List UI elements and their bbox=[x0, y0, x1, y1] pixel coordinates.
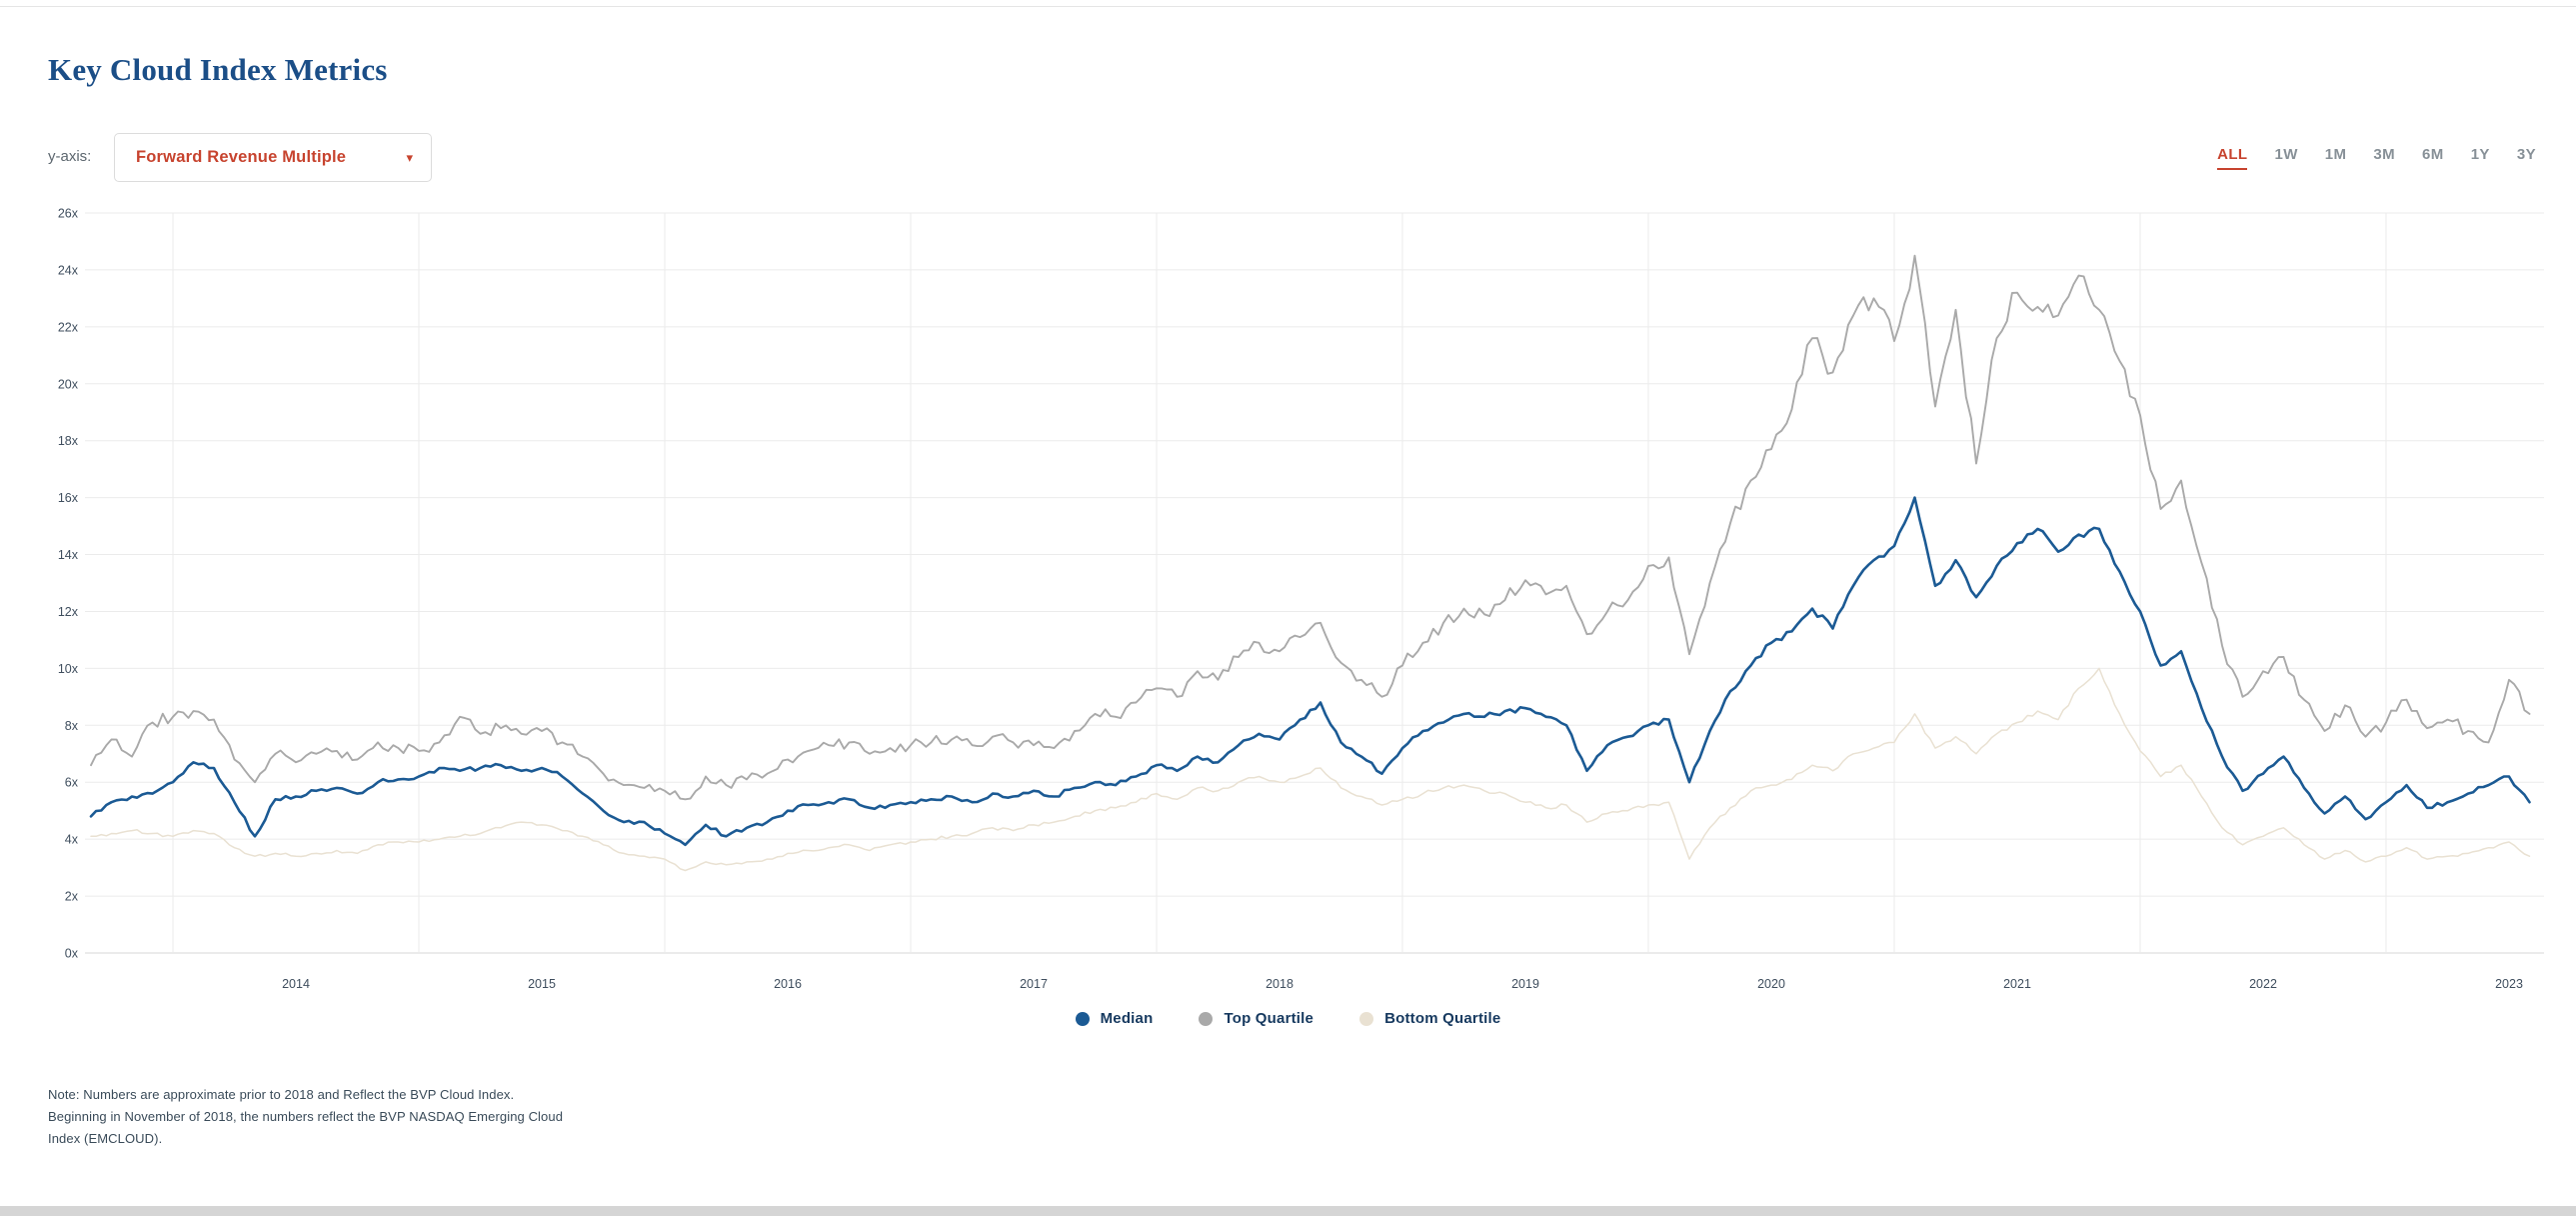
time-range-6M[interactable]: 6M bbox=[2422, 146, 2444, 163]
y-axis-tick: 10x bbox=[58, 662, 79, 676]
legend-label: Bottom Quartile bbox=[1384, 1010, 1501, 1027]
x-axis-tick: 2020 bbox=[1757, 977, 1785, 991]
x-axis-tick: 2016 bbox=[774, 977, 802, 991]
legend-item-bottom-quartile[interactable]: Bottom Quartile bbox=[1359, 1010, 1500, 1027]
y-axis-tick: 22x bbox=[58, 320, 79, 334]
chart-controls: y-axis: Forward Revenue Multiple ▾ ALL 1W… bbox=[48, 133, 2536, 182]
footnote-line: Index (EMCLOUD). bbox=[48, 1131, 163, 1146]
y-axis-tick: 26x bbox=[58, 207, 79, 221]
x-axis-tick: 2018 bbox=[1266, 977, 1293, 991]
footnote: Note: Numbers are approximate prior to 2… bbox=[48, 1084, 563, 1150]
bottom-divider bbox=[0, 1206, 2576, 1216]
time-range-3M[interactable]: 3M bbox=[2373, 146, 2396, 163]
y-axis-tick: 0x bbox=[65, 947, 79, 961]
chart-legend: Median Top Quartile Bottom Quartile bbox=[0, 1010, 2576, 1027]
y-axis-tick: 18x bbox=[58, 434, 79, 448]
x-axis-tick: 2017 bbox=[1020, 977, 1048, 991]
y-axis-tick: 6x bbox=[65, 776, 79, 790]
x-axis-tick: 2021 bbox=[2003, 977, 2031, 991]
legend-item-top-quartile[interactable]: Top Quartile bbox=[1199, 1010, 1313, 1027]
y-axis-tick: 20x bbox=[58, 377, 79, 391]
y-axis-metric-dropdown[interactable]: Forward Revenue Multiple ▾ bbox=[114, 133, 432, 182]
time-range-1Y[interactable]: 1Y bbox=[2470, 146, 2490, 163]
footnote-line: Note: Numbers are approximate prior to 2… bbox=[48, 1087, 515, 1102]
y-axis-tick: 12x bbox=[58, 605, 79, 619]
y-axis-tick: 24x bbox=[58, 263, 79, 277]
time-range-1W[interactable]: 1W bbox=[2274, 146, 2298, 163]
time-range-1M[interactable]: 1M bbox=[2324, 146, 2347, 163]
x-axis-tick: 2022 bbox=[2249, 977, 2277, 991]
footnote-line: Beginning in November of 2018, the numbe… bbox=[48, 1109, 564, 1124]
y-axis-tick: 8x bbox=[65, 719, 79, 733]
legend-label: Median bbox=[1100, 1010, 1154, 1027]
y-axis-tick: 14x bbox=[58, 548, 79, 562]
y-axis-label: y-axis: bbox=[48, 148, 92, 165]
legend-label: Top Quartile bbox=[1224, 1010, 1314, 1027]
time-range-selector: ALL 1W 1M 3M 6M 1Y 3Y bbox=[2217, 146, 2536, 170]
legend-dot bbox=[1359, 1011, 1374, 1026]
x-axis-tick: 2019 bbox=[1511, 977, 1539, 991]
x-axis-tick: 2015 bbox=[528, 977, 556, 991]
x-axis-tick: 2023 bbox=[2495, 977, 2523, 991]
y-axis-metric-value: Forward Revenue Multiple bbox=[136, 148, 347, 166]
y-axis-tick: 2x bbox=[65, 890, 79, 904]
legend-dot bbox=[1075, 1011, 1090, 1026]
series-line-median bbox=[89, 496, 2531, 847]
series-line-bottom-quartile bbox=[90, 667, 2531, 872]
x-axis-tick: 2014 bbox=[282, 977, 310, 991]
y-axis-tick: 4x bbox=[65, 833, 79, 847]
time-range-3Y[interactable]: 3Y bbox=[2516, 146, 2536, 163]
series-line-top-quartile bbox=[90, 254, 2531, 801]
cloud-index-line-chart: 0x 2x 4x 6x 8x 10x 12x 14x 16x 18x 20x 22x 24x 26x 201… bbox=[58, 207, 2544, 991]
legend-dot bbox=[1199, 1011, 1214, 1026]
y-axis-tick: 16x bbox=[58, 491, 79, 505]
top-divider bbox=[0, 6, 2576, 7]
time-range-ALL[interactable]: ALL bbox=[2217, 146, 2248, 170]
chevron-down-icon: ▾ bbox=[406, 150, 413, 165]
page-title: Key Cloud Index Metrics bbox=[48, 52, 388, 87]
legend-item-median[interactable]: Median bbox=[1075, 1010, 1154, 1027]
